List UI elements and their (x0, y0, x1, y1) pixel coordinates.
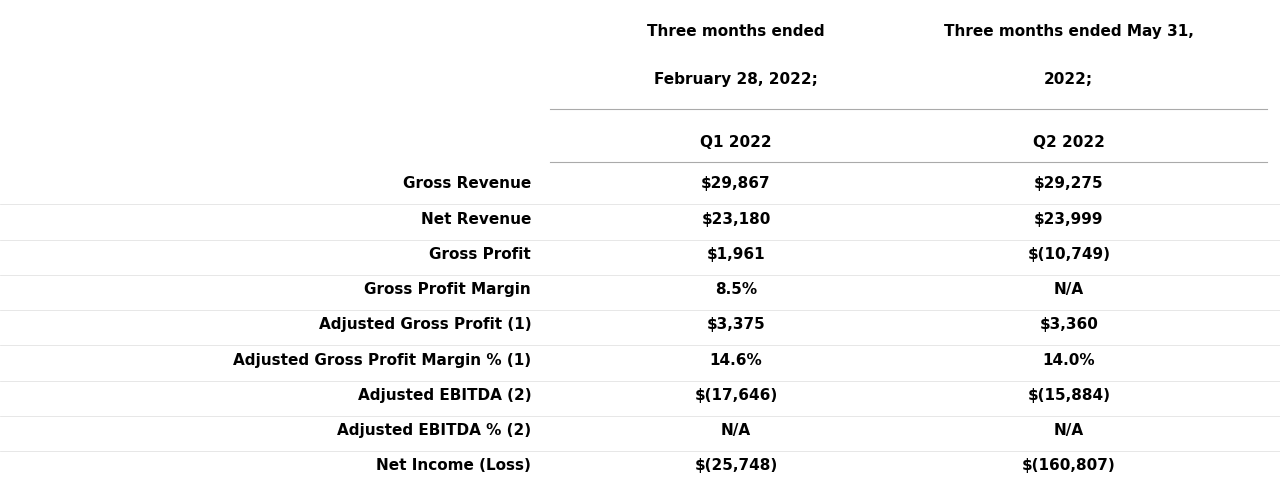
Text: $(10,749): $(10,749) (1028, 247, 1110, 262)
Text: $29,867: $29,867 (701, 176, 771, 191)
Text: N/A: N/A (1053, 282, 1084, 297)
Text: 2022;: 2022; (1044, 72, 1093, 87)
Text: N/A: N/A (1053, 423, 1084, 438)
Text: Adjusted EBITDA % (2): Adjusted EBITDA % (2) (337, 423, 531, 438)
Text: Gross Revenue: Gross Revenue (403, 176, 531, 191)
Text: 14.0%: 14.0% (1042, 353, 1096, 368)
Text: $(25,748): $(25,748) (694, 458, 778, 473)
Text: 8.5%: 8.5% (716, 282, 756, 297)
Text: Gross Profit Margin: Gross Profit Margin (365, 282, 531, 297)
Text: $23,180: $23,180 (701, 212, 771, 227)
Text: Net Income (Loss): Net Income (Loss) (376, 458, 531, 473)
Text: February 28, 2022;: February 28, 2022; (654, 72, 818, 87)
Text: Q2 2022: Q2 2022 (1033, 135, 1105, 150)
Text: Adjusted Gross Profit Margin % (1): Adjusted Gross Profit Margin % (1) (233, 353, 531, 368)
Text: $(17,646): $(17,646) (694, 388, 778, 403)
Text: $3,360: $3,360 (1039, 317, 1098, 332)
Text: Three months ended May 31,: Three months ended May 31, (943, 24, 1194, 39)
Text: $(15,884): $(15,884) (1028, 388, 1110, 403)
Text: $(160,807): $(160,807) (1021, 458, 1116, 473)
Text: $29,275: $29,275 (1034, 176, 1103, 191)
Text: $1,961: $1,961 (707, 247, 765, 262)
Text: Adjusted EBITDA (2): Adjusted EBITDA (2) (357, 388, 531, 403)
Text: Gross Profit: Gross Profit (430, 247, 531, 262)
Text: Three months ended: Three months ended (648, 24, 824, 39)
Text: Net Revenue: Net Revenue (421, 212, 531, 227)
Text: Adjusted Gross Profit (1): Adjusted Gross Profit (1) (319, 317, 531, 332)
Text: $23,999: $23,999 (1034, 212, 1103, 227)
Text: Q1 2022: Q1 2022 (700, 135, 772, 150)
Text: 14.6%: 14.6% (709, 353, 763, 368)
Text: $3,375: $3,375 (707, 317, 765, 332)
Text: N/A: N/A (721, 423, 751, 438)
